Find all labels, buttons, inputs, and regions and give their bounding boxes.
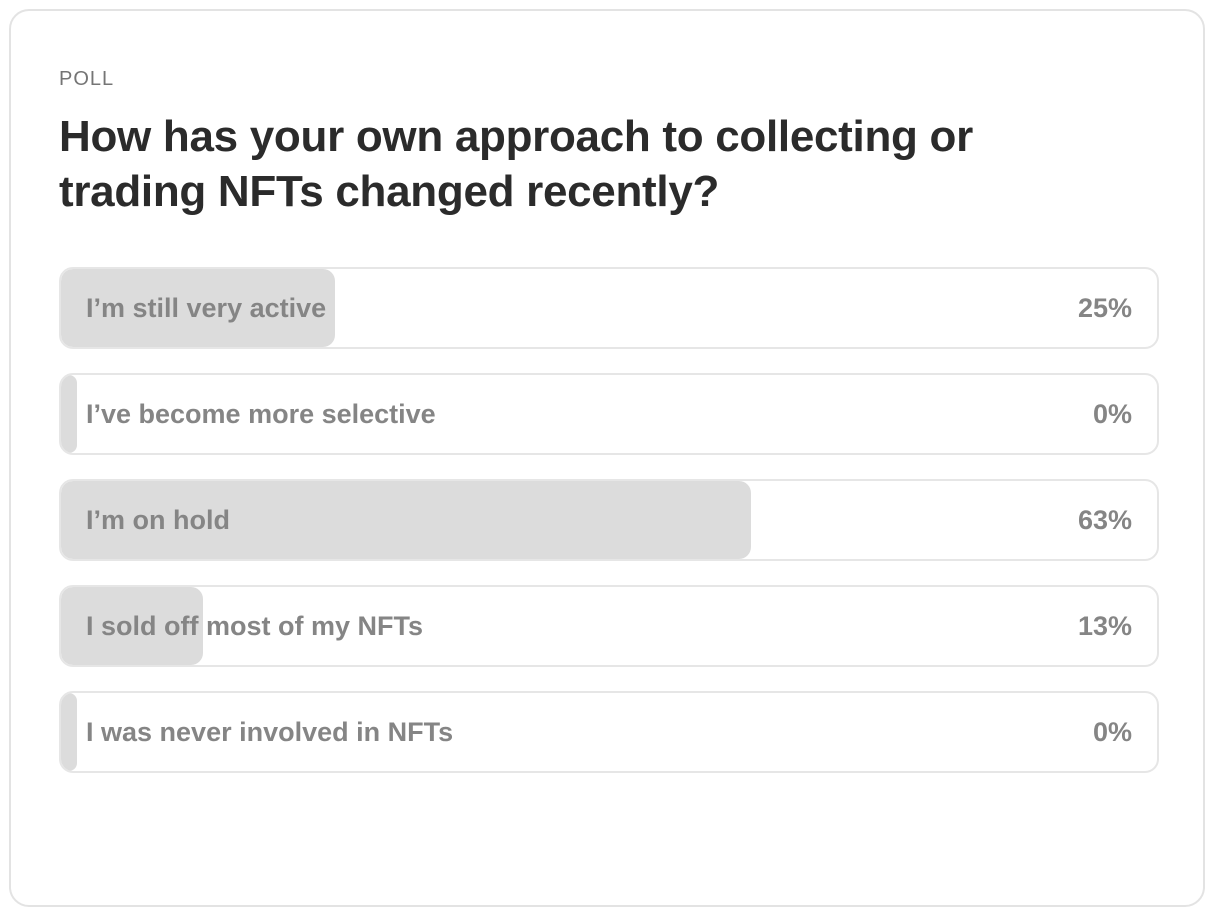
poll-option-label: I’ve become more selective [86, 398, 436, 429]
poll-option-label: I was never involved in NFTs [86, 716, 454, 747]
poll-option[interactable]: I sold off most of my NFTs 13% [59, 585, 1159, 667]
poll-option-result-bar [61, 481, 752, 559]
poll-options: I’m still very active 25% I’ve become mo… [59, 267, 1159, 797]
poll-option-percent: 0% [1092, 398, 1132, 429]
poll-option-label: I’m still very active [86, 292, 327, 323]
poll-card: POLL How has your own approach to collec… [9, 9, 1205, 907]
poll-option[interactable]: I’ve become more selective 0% [59, 373, 1159, 455]
poll-option-result-bar [61, 375, 77, 453]
poll-option-percent: 63% [1077, 504, 1132, 535]
poll-option-result-bar [61, 693, 77, 771]
poll-option-label: I sold off most of my NFTs [86, 610, 423, 641]
poll-option-result-bar [61, 587, 204, 665]
poll-option-percent: 13% [1077, 610, 1132, 641]
poll-option[interactable]: I’m still very active 25% [59, 267, 1159, 349]
poll-option-percent: 0% [1092, 716, 1132, 747]
poll-option[interactable]: I was never involved in NFTs 0% [59, 691, 1159, 773]
poll-option-label: I’m on hold [86, 504, 230, 535]
poll-option-percent: 25% [1077, 292, 1132, 323]
poll-option[interactable]: I’m on hold 63% [59, 479, 1159, 561]
poll-option-result-bar [61, 269, 335, 347]
poll-question: How has your own approach to collecting … [59, 112, 973, 216]
poll-eyebrow: POLL [59, 68, 115, 90]
